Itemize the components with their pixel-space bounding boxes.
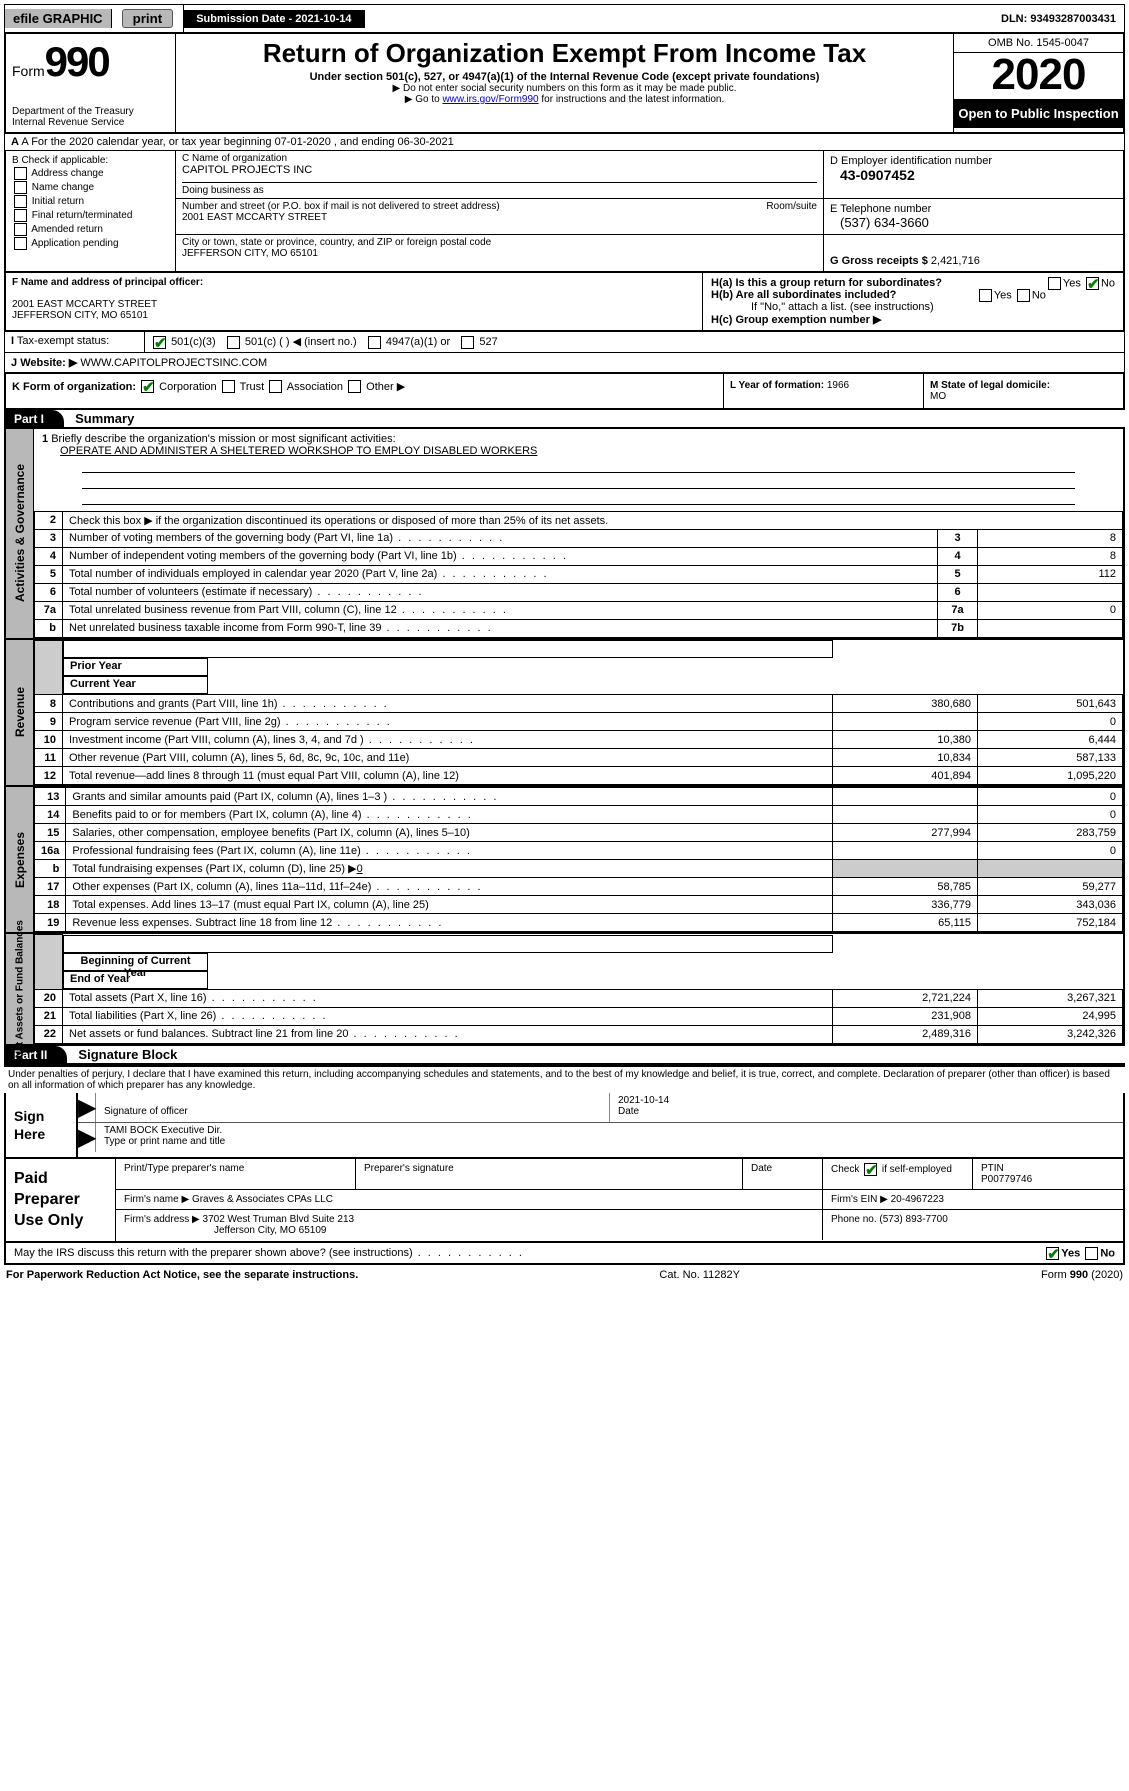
ptin: P00779746 [981, 1174, 1032, 1185]
print-button[interactable]: print [122, 9, 174, 28]
irs-link[interactable]: www.irs.gov/Form990 [442, 94, 538, 105]
signature-block: Sign Here ▶ Signature of officer 2021-10… [4, 1093, 1125, 1159]
org-name: CAPITOL PROJECTS INC [182, 164, 817, 176]
form-title: Return of Organization Exempt From Incom… [182, 38, 947, 69]
activities-section: Activities & Governance 1 Briefly descri… [4, 429, 1125, 640]
phone-label: E Telephone number [830, 203, 1117, 215]
row-a-tax-year: A A For the 2020 calendar year, or tax y… [4, 134, 1125, 151]
firm-addr1: 3702 West Truman Blvd Suite 213 [203, 1214, 355, 1225]
dln: DLN: 93493287003431 [993, 11, 1124, 27]
dept-treasury: Department of the Treasury [12, 106, 169, 117]
expenses-section: Expenses 13Grants and similar amounts pa… [4, 787, 1125, 934]
signature-arrow-icon: ▶ [78, 1123, 96, 1152]
footer-right: Form 990 (2020) [1041, 1269, 1123, 1281]
part-1-header: Part I Summary [4, 410, 1125, 429]
row-j: J Website: ▶ WWW.CAPITOLPROJECTSINC.COM [4, 353, 1125, 374]
form-note-1: ▶ Do not enter social security numbers o… [182, 83, 947, 94]
officer-label: F Name and address of principal officer: [12, 277, 203, 288]
open-inspection: Open to Public Inspection [954, 100, 1123, 128]
footer: For Paperwork Reduction Act Notice, see … [4, 1265, 1125, 1285]
discuss-row: May the IRS discuss this return with the… [4, 1243, 1125, 1265]
officer-addr2: JEFFERSON CITY, MO 65101 [12, 310, 148, 321]
mission-text: OPERATE AND ADMINISTER A SHELTERED WORKS… [42, 445, 537, 457]
signature-arrow-icon: ▶ [78, 1093, 96, 1122]
form-header: Form990 Department of the Treasury Inter… [4, 33, 1125, 134]
firm-ein: 20-4967223 [891, 1194, 944, 1205]
form-number: Form990 [12, 38, 169, 86]
paid-preparer-label: Paid Preparer Use Only [6, 1159, 116, 1241]
officer-group-block: F Name and address of principal officer:… [4, 273, 1125, 332]
col-b-checkboxes: B Check if applicable: Address change Na… [6, 151, 176, 271]
row-klm: K Form of organization: Corporation Trus… [4, 374, 1125, 410]
firm-addr2: Jefferson City, MO 65109 [124, 1225, 326, 1236]
footer-center: Cat. No. 11282Y [659, 1269, 740, 1281]
address-label: Number and street (or P.O. box if mail i… [182, 201, 500, 212]
ein-value: 43-0907452 [830, 167, 1117, 183]
street-address: 2001 EAST MCCARTY STREET [182, 212, 327, 223]
h-block: H(a) Is this a group return for subordin… [703, 273, 1123, 330]
row-i: I Tax-exempt status: 501(c)(3) 501(c) ( … [4, 332, 1125, 353]
paid-preparer-block: Paid Preparer Use Only Print/Type prepar… [4, 1159, 1125, 1243]
top-bar: efile GRAPHIC print Submission Date - 20… [4, 4, 1125, 33]
form-subtitle: Under section 501(c), 527, or 4947(a)(1)… [182, 71, 947, 83]
submission-date: Submission Date - 2021-10-14 [184, 10, 364, 28]
net-assets-section: Net Assets or Fund Balances Beginning of… [4, 934, 1125, 1046]
officer-name: TAMI BOCK Executive Dir. [104, 1125, 222, 1136]
firm-phone: (573) 893-7700 [879, 1214, 947, 1225]
revenue-section: Revenue Prior YearCurrent Year 8Contribu… [4, 640, 1125, 788]
officer-addr1: 2001 EAST MCCARTY STREET [12, 299, 157, 310]
phone-value: (537) 634-3660 [830, 215, 1117, 230]
gross-receipts-label: G Gross receipts $ [830, 255, 931, 267]
form-note-2: ▶ Go to www.irs.gov/Form990 for instruct… [182, 94, 947, 105]
efile-label: efile GRAPHIC [5, 9, 112, 28]
gross-receipts: 2,421,716 [931, 255, 980, 267]
sign-date: 2021-10-14 [618, 1095, 669, 1106]
org-name-label: C Name of organization [182, 153, 817, 164]
city-label: City or town, state or province, country… [182, 237, 817, 248]
part-2-header: Part II Signature Block [4, 1046, 1125, 1065]
website-url: WWW.CAPITOLPROJECTSINC.COM [80, 357, 267, 369]
sign-here-label: Sign Here [6, 1093, 76, 1157]
penalty-statement: Under penalties of perjury, I declare th… [4, 1065, 1125, 1093]
firm-name: Graves & Associates CPAs LLC [192, 1194, 333, 1205]
irs-label: Internal Revenue Service [12, 117, 169, 128]
identity-block: B Check if applicable: Address change Na… [4, 151, 1125, 273]
tax-year: 2020 [954, 53, 1123, 100]
ein-label: D Employer identification number [830, 155, 1117, 167]
dba-label: Doing business as [182, 182, 817, 196]
city-value: JEFFERSON CITY, MO 65101 [182, 248, 817, 259]
footer-left: For Paperwork Reduction Act Notice, see … [6, 1269, 358, 1281]
